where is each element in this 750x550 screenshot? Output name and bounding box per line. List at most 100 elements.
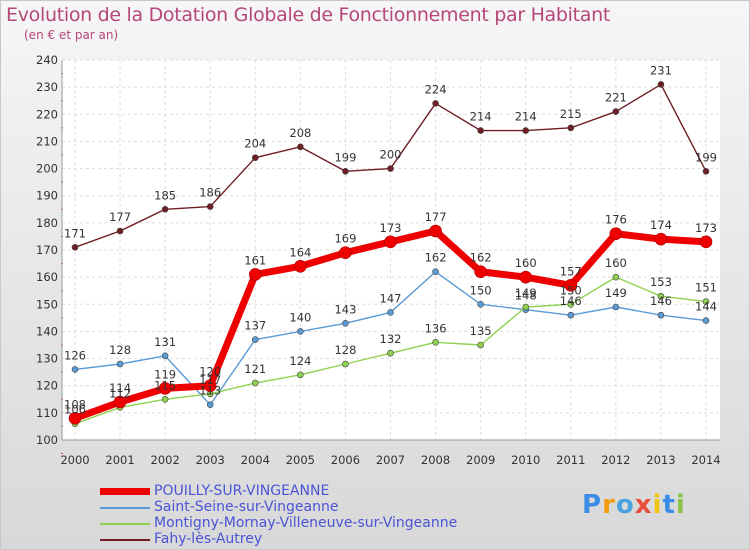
x-tick-label-2011: 2011	[556, 453, 585, 467]
data-point-2-2007	[387, 349, 394, 357]
data-point-0-2006	[339, 246, 352, 260]
legend-label-2: Montigny-Mornay-Villeneuve-sur-Vingeanne	[154, 515, 458, 531]
x-tick-label-2009: 2009	[466, 453, 495, 467]
data-point-1-2002	[161, 352, 169, 360]
data-label-0-2010: 160	[515, 256, 537, 270]
data-point-3-2009	[477, 127, 484, 134]
data-point-3-2000	[71, 243, 79, 251]
proxiti-logo: Proxiti	[582, 490, 686, 520]
x-tick-label-2013: 2013	[646, 453, 675, 467]
logo-letter: t	[662, 490, 676, 520]
data-point-2-2011	[567, 300, 575, 308]
data-point-0-2008	[429, 224, 442, 238]
data-label-1-2007: 147	[380, 291, 402, 305]
data-point-1-2001	[116, 360, 124, 368]
data-label-3-2002: 185	[154, 188, 176, 202]
y-tick-label-110: 110	[36, 406, 58, 420]
x-tick-label-2003: 2003	[196, 453, 225, 467]
data-label-1-2004: 137	[244, 319, 266, 333]
data-point-3-2013	[657, 81, 665, 88]
data-point-2-2013	[657, 292, 665, 300]
data-label-2-2012: 160	[605, 256, 627, 270]
chart-title: Evolution de la Dotation Globale de Fonc…	[6, 4, 611, 26]
data-point-0-2002	[158, 382, 172, 395]
y-tick-label-160: 160	[36, 270, 58, 284]
data-point-1-2007	[387, 309, 394, 316]
data-label-2-2003: 117	[199, 373, 221, 387]
data-point-1-2013	[657, 311, 665, 319]
data-label-2-2004: 121	[244, 362, 266, 376]
data-label-2-2009: 135	[470, 324, 492, 338]
logo-letter: P	[582, 490, 603, 520]
data-label-1-2010: 148	[515, 289, 537, 303]
data-label-3-2011: 215	[560, 107, 582, 121]
data-label-3-2012: 221	[605, 91, 627, 105]
data-point-0-2013	[654, 232, 668, 246]
data-point-0-2011	[564, 278, 578, 292]
data-point-1-2014	[702, 317, 710, 324]
logo-letter: x	[634, 490, 653, 520]
data-label-1-2005: 140	[289, 310, 311, 324]
chart-subtitle: (en € et par an)	[24, 28, 119, 42]
data-label-0-2014: 173	[695, 221, 717, 235]
y-tick-label-140: 140	[36, 324, 58, 338]
data-label-3-2001: 177	[109, 210, 131, 224]
data-point-0-2001	[113, 395, 127, 409]
logo-letter: i	[675, 490, 686, 520]
y-tick-label-240: 240	[36, 53, 58, 67]
data-label-0-2008: 177	[425, 210, 447, 224]
data-point-0-2004	[248, 268, 262, 281]
y-tick-label-100: 100	[36, 433, 58, 447]
x-tick-label-2007: 2007	[376, 453, 405, 467]
data-point-2-2014	[702, 298, 710, 305]
logo-letter: r	[602, 490, 616, 520]
data-label-2-2006: 128	[334, 343, 356, 357]
x-tick-label-2010: 2010	[511, 453, 540, 467]
data-label-3-2013: 231	[650, 63, 672, 77]
x-tick-label-2012: 2012	[601, 453, 630, 467]
data-label-1-2002: 131	[154, 335, 176, 349]
data-point-3-2006	[342, 167, 349, 175]
data-label-3-2010: 214	[515, 110, 537, 124]
x-tick-label-2004: 2004	[241, 453, 270, 467]
data-label-0-2002: 119	[154, 367, 176, 381]
y-tick-label-170: 170	[36, 243, 58, 257]
data-label-0-2013: 174	[650, 218, 672, 232]
data-point-3-2008	[432, 100, 439, 107]
data-point-0-2000	[68, 411, 82, 425]
data-label-2-2014: 151	[695, 281, 717, 295]
data-label-1-2008: 162	[425, 251, 447, 265]
data-label-3-2007: 200	[380, 148, 402, 162]
data-label-1-2000: 126	[64, 348, 86, 362]
data-point-0-2014	[699, 235, 713, 249]
data-point-2-2004	[251, 379, 259, 387]
data-point-0-2003	[203, 379, 217, 393]
data-point-1-2000	[71, 366, 79, 373]
data-point-1-2006	[342, 319, 349, 327]
data-point-2-2012	[612, 273, 620, 281]
y-tick-label-130: 130	[36, 352, 58, 366]
y-tick-label-230: 230	[36, 80, 58, 94]
data-label-1-2006: 143	[334, 302, 356, 316]
data-label-3-2004: 204	[244, 137, 266, 151]
y-tick-label-220: 220	[36, 107, 58, 121]
data-point-3-2011	[567, 124, 575, 132]
data-point-2-2005	[297, 371, 304, 379]
data-point-1-2011	[567, 311, 575, 319]
data-point-3-2014	[702, 167, 710, 175]
data-label-0-2011: 157	[560, 264, 582, 278]
x-tick-label-2005: 2005	[286, 453, 315, 467]
data-label-2-2005: 124	[289, 354, 311, 368]
x-tick-label-2001: 2001	[105, 453, 134, 467]
legend-swatch-1	[100, 507, 150, 509]
x-tick-label-2000: 2000	[60, 453, 89, 467]
data-label-0-2012: 176	[605, 213, 627, 227]
data-label-2-2000: 106	[64, 403, 86, 417]
data-label-3-2009: 214	[470, 110, 492, 124]
data-label-1-2013: 146	[650, 294, 672, 308]
data-point-3-2004	[251, 154, 259, 162]
data-label-1-2009: 150	[470, 283, 492, 297]
legend-label-3: Fahy-lès-Autrey	[154, 531, 263, 547]
data-point-2-2008	[432, 338, 439, 346]
